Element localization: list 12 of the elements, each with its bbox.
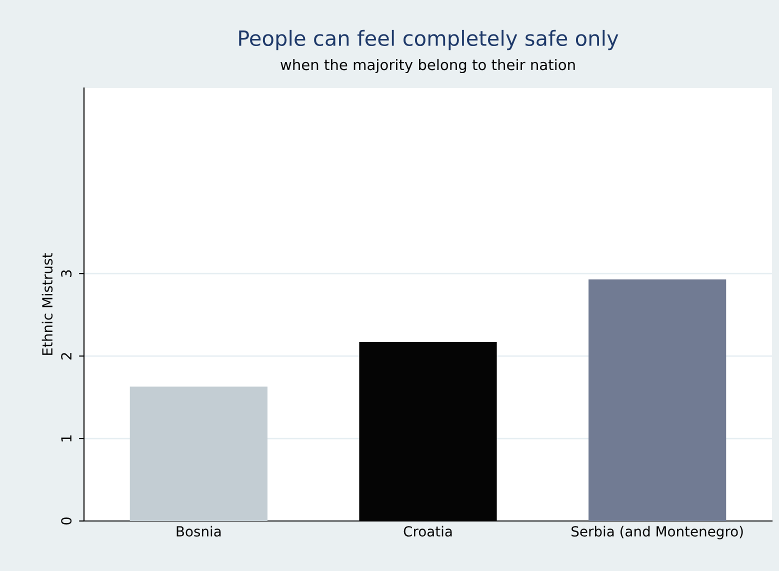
y-tick-label: 3: [61, 270, 72, 277]
bar: [588, 279, 726, 521]
y-tick-label: 0: [61, 518, 72, 525]
y-tick-label: 1: [61, 435, 72, 442]
x-tick-label: Bosnia: [176, 526, 221, 537]
x-tick-label: Croatia: [404, 526, 452, 537]
x-tick-label: Serbia (and Montenegro): [572, 526, 743, 540]
y-axis-title: Ethnic Mistrust: [42, 253, 53, 355]
chart-title: People can feel completely safe only: [239, 30, 618, 50]
y-tick-label: 2: [61, 353, 72, 360]
bar: [130, 386, 268, 521]
chart-subtitle: when the majority belong to their nation: [280, 58, 575, 74]
